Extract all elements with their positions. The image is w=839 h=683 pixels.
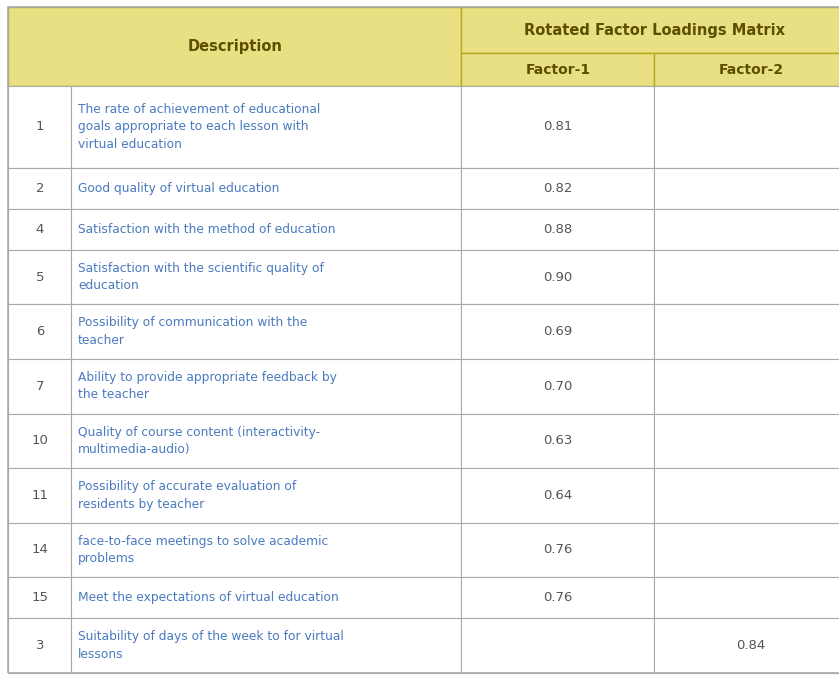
Bar bbox=[654, 522, 839, 577]
Text: Factor-2: Factor-2 bbox=[718, 63, 784, 76]
Bar bbox=[8, 522, 71, 577]
Bar bbox=[461, 86, 654, 168]
Text: Quality of course content (interactivity-
multimedia-audio): Quality of course content (interactivity… bbox=[78, 426, 320, 456]
Text: 6: 6 bbox=[36, 325, 44, 338]
Bar bbox=[461, 7, 839, 53]
Text: 0.63: 0.63 bbox=[543, 434, 573, 447]
Text: 0.70: 0.70 bbox=[543, 380, 573, 393]
Bar bbox=[71, 522, 461, 577]
Text: 15: 15 bbox=[31, 591, 49, 604]
Bar bbox=[461, 250, 654, 305]
Bar bbox=[461, 413, 654, 468]
Text: 0.84: 0.84 bbox=[737, 639, 765, 652]
Text: Ability to provide appropriate feedback by
the teacher: Ability to provide appropriate feedback … bbox=[78, 371, 337, 402]
Bar bbox=[8, 577, 71, 618]
Bar bbox=[8, 250, 71, 305]
Bar bbox=[71, 86, 461, 168]
Text: 1: 1 bbox=[35, 120, 44, 133]
Text: 0.90: 0.90 bbox=[544, 270, 572, 283]
Bar bbox=[461, 359, 654, 413]
Bar bbox=[8, 413, 71, 468]
Bar bbox=[654, 305, 839, 359]
Text: 0.81: 0.81 bbox=[543, 120, 573, 133]
Bar bbox=[71, 577, 461, 618]
Bar bbox=[71, 359, 461, 413]
Bar bbox=[461, 209, 654, 250]
Bar bbox=[71, 618, 461, 673]
Text: 4: 4 bbox=[36, 223, 44, 236]
Bar bbox=[654, 468, 839, 522]
Bar bbox=[654, 250, 839, 305]
Bar bbox=[8, 209, 71, 250]
Bar bbox=[654, 53, 839, 86]
Text: Description: Description bbox=[187, 39, 283, 54]
Text: 7: 7 bbox=[35, 380, 44, 393]
Bar bbox=[461, 468, 654, 522]
Bar bbox=[461, 168, 654, 209]
Bar bbox=[654, 413, 839, 468]
Bar bbox=[8, 359, 71, 413]
Bar bbox=[461, 522, 654, 577]
Bar bbox=[654, 618, 839, 673]
Text: 0.76: 0.76 bbox=[543, 591, 573, 604]
Bar bbox=[654, 86, 839, 168]
Bar bbox=[71, 168, 461, 209]
Text: 14: 14 bbox=[31, 544, 49, 557]
Bar bbox=[8, 468, 71, 522]
Bar bbox=[654, 577, 839, 618]
Bar bbox=[71, 468, 461, 522]
Bar bbox=[8, 168, 71, 209]
Text: 10: 10 bbox=[31, 434, 49, 447]
Text: 0.88: 0.88 bbox=[544, 223, 572, 236]
Bar bbox=[8, 86, 71, 168]
Text: Factor-1: Factor-1 bbox=[525, 63, 591, 76]
Text: The rate of achievement of educational
goals appropriate to each lesson with
vir: The rate of achievement of educational g… bbox=[78, 103, 320, 151]
Text: 0.64: 0.64 bbox=[544, 489, 572, 502]
Bar bbox=[654, 209, 839, 250]
Bar bbox=[71, 250, 461, 305]
Text: 5: 5 bbox=[35, 270, 44, 283]
Text: Good quality of virtual education: Good quality of virtual education bbox=[78, 182, 279, 195]
Text: 0.76: 0.76 bbox=[543, 544, 573, 557]
Bar bbox=[8, 618, 71, 673]
Bar bbox=[8, 305, 71, 359]
Text: 0.82: 0.82 bbox=[543, 182, 573, 195]
Bar bbox=[71, 413, 461, 468]
Bar bbox=[654, 359, 839, 413]
Bar bbox=[8, 7, 461, 86]
Text: Suitability of days of the week to for virtual
lessons: Suitability of days of the week to for v… bbox=[78, 630, 344, 660]
Bar bbox=[461, 53, 654, 86]
Text: 0.69: 0.69 bbox=[544, 325, 572, 338]
Text: Satisfaction with the scientific quality of
education: Satisfaction with the scientific quality… bbox=[78, 262, 324, 292]
Bar bbox=[71, 305, 461, 359]
Bar bbox=[461, 618, 654, 673]
Text: Rotated Factor Loadings Matrix: Rotated Factor Loadings Matrix bbox=[524, 23, 785, 38]
Bar bbox=[461, 577, 654, 618]
Text: Satisfaction with the method of education: Satisfaction with the method of educatio… bbox=[78, 223, 336, 236]
Text: 2: 2 bbox=[35, 182, 44, 195]
Text: Possibility of accurate evaluation of
residents by teacher: Possibility of accurate evaluation of re… bbox=[78, 480, 296, 511]
Text: 3: 3 bbox=[35, 639, 44, 652]
Bar bbox=[461, 305, 654, 359]
Text: Possibility of communication with the
teacher: Possibility of communication with the te… bbox=[78, 316, 307, 347]
Bar bbox=[654, 168, 839, 209]
Text: 11: 11 bbox=[31, 489, 49, 502]
Text: face-to-face meetings to solve academic
problems: face-to-face meetings to solve academic … bbox=[78, 535, 328, 566]
Text: Meet the expectations of virtual education: Meet the expectations of virtual educati… bbox=[78, 591, 339, 604]
Bar bbox=[71, 209, 461, 250]
